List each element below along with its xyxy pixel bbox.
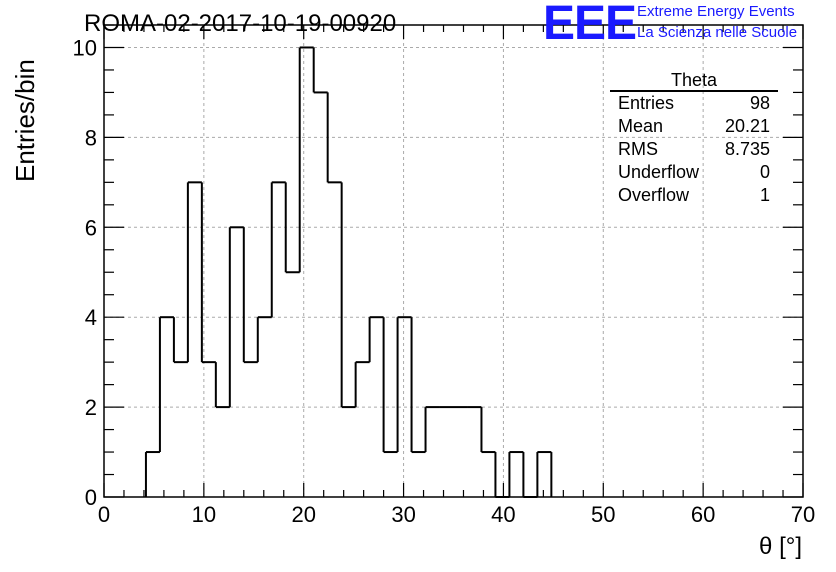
stats-value: 0 xyxy=(759,162,770,182)
y-tick-label: 6 xyxy=(85,215,97,240)
x-tick-label: 40 xyxy=(491,502,515,527)
chart-title: ROMA-02-2017-10-19-00920 xyxy=(84,10,397,37)
plot-frame xyxy=(103,24,804,498)
x-tick-label: 20 xyxy=(291,502,315,527)
x-axis-label: θ [°] xyxy=(759,533,802,560)
stats-row-underflow: Underflow 0 xyxy=(610,161,778,184)
x-tick-label: 0 xyxy=(98,502,110,527)
stats-value: 1 xyxy=(759,185,770,205)
x-tick-label: 70 xyxy=(791,502,815,527)
logo-subtitle-1: Extreme Energy Events xyxy=(637,3,795,20)
stats-row-overflow: Overflow 1 xyxy=(610,184,778,207)
x-tick-label: 60 xyxy=(691,502,715,527)
histogram-layer xyxy=(144,46,553,498)
x-tick-label: 50 xyxy=(591,502,615,527)
y-tick-label: 4 xyxy=(85,305,97,330)
stats-title: Theta xyxy=(610,70,778,92)
y-axis-label: Entries/bin xyxy=(10,59,40,182)
logo-subtitle-2: La Scienza nelle Scuole xyxy=(637,24,798,41)
stats-value: 98 xyxy=(749,93,770,113)
stats-value: 8.735 xyxy=(724,139,770,159)
stats-row-entries: Entries 98 xyxy=(610,92,778,115)
stats-label: RMS xyxy=(618,139,658,159)
x-tick-label: 30 xyxy=(391,502,415,527)
stats-label: Overflow xyxy=(618,185,690,205)
eee-logo: EEE xyxy=(543,0,637,50)
stats-label: Underflow xyxy=(618,162,700,182)
y-tick-label: 0 xyxy=(85,485,97,510)
stats-row-mean: Mean 20.21 xyxy=(610,115,778,138)
stats-box: Theta Entries 98 Mean 20.21 RMS 8.735 Un… xyxy=(610,70,778,207)
stats-label: Entries xyxy=(618,93,675,113)
stats-value: 20.21 xyxy=(724,116,770,136)
y-tick-label: 2 xyxy=(85,395,97,420)
y-tick-label: 8 xyxy=(85,125,97,150)
x-tick-label: 10 xyxy=(192,502,216,527)
stats-label: Mean xyxy=(618,116,664,136)
y-tick-label: 10 xyxy=(73,35,97,60)
stats-row-rms: RMS 8.735 xyxy=(610,138,778,161)
